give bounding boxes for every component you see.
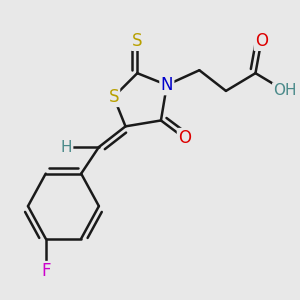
Text: OH: OH [273, 83, 297, 98]
Text: F: F [41, 262, 50, 280]
Text: N: N [160, 76, 173, 94]
Text: O: O [255, 32, 268, 50]
Text: S: S [108, 88, 119, 106]
Text: O: O [178, 129, 191, 147]
Text: H: H [61, 140, 72, 154]
Text: S: S [132, 32, 142, 50]
